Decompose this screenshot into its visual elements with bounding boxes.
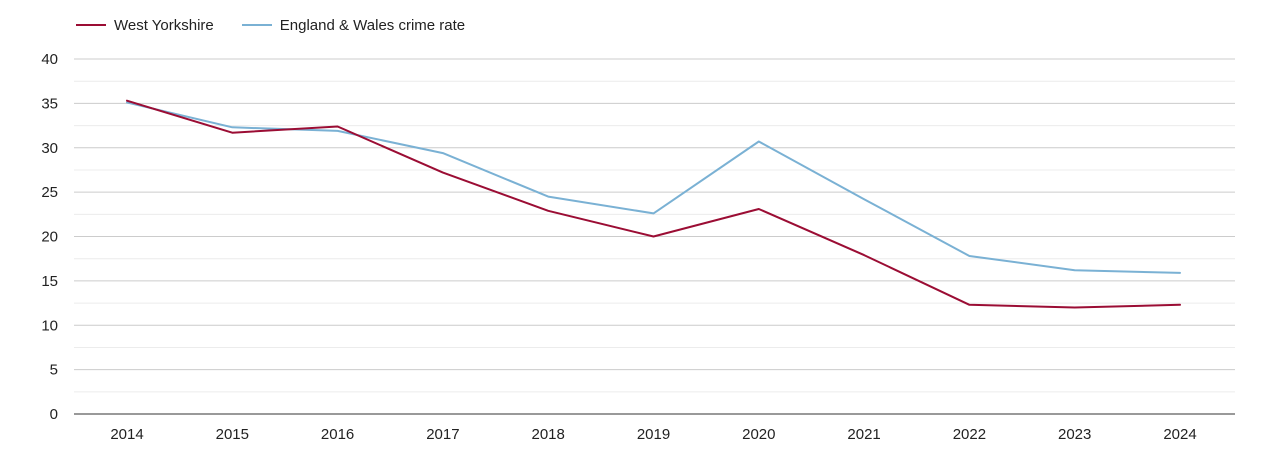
y-tick-label: 0: [50, 406, 58, 423]
y-tick-label: 15: [41, 273, 58, 290]
legend-swatch-england-wales: [241, 24, 272, 26]
y-tick-label: 25: [41, 184, 58, 201]
x-tick-label: 2014: [110, 426, 143, 443]
x-tick-label: 2024: [1163, 426, 1196, 443]
x-tick-label: 2020: [742, 426, 775, 443]
y-tick-label: 10: [41, 317, 58, 334]
y-tick-label: 5: [50, 362, 58, 379]
legend-item-west-yorkshire[interactable]: West Yorkshire: [76, 17, 214, 34]
x-tick-label: 2023: [1058, 426, 1091, 443]
chart-legend: West Yorkshire England & Wales crime rat…: [76, 14, 465, 36]
y-tick-label: 20: [41, 229, 58, 246]
x-tick-label: 2018: [532, 426, 565, 443]
x-tick-label: 2022: [953, 426, 986, 443]
x-tick-label: 2016: [321, 426, 354, 443]
legend-label-england-wales: England & Wales crime rate: [279, 16, 466, 34]
x-tick-label: 2021: [847, 426, 880, 443]
y-tick-label: 35: [41, 95, 58, 112]
legend-item-england-wales[interactable]: England & Wales crime rate: [241, 16, 466, 34]
legend-swatch-west-yorkshire: [76, 24, 106, 26]
y-tick-label: 30: [41, 140, 58, 157]
x-tick-label: 2019: [637, 426, 670, 443]
y-tick-label: 40: [41, 51, 58, 68]
x-tick-label: 2017: [426, 426, 459, 443]
x-tick-label: 2015: [216, 426, 249, 443]
series-line-england-wales: [126, 101, 1181, 274]
series-line-west-yorkshire: [126, 99, 1181, 309]
legend-label-west-yorkshire: West Yorkshire: [114, 16, 214, 34]
